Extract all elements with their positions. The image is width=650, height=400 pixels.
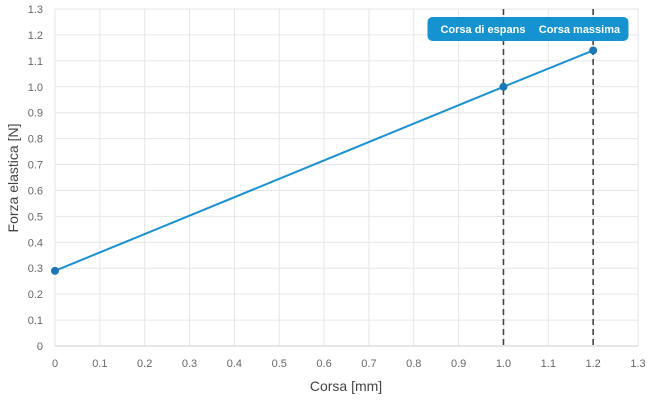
x-tick-label: 0.6 xyxy=(316,358,331,370)
y-tick-label: 0.7 xyxy=(28,160,43,172)
x-tick-label: 0.5 xyxy=(272,358,287,370)
data-point[interactable] xyxy=(51,266,59,275)
x-tick-label: 0.1 xyxy=(92,358,107,370)
annotation-label: Corsa di espans xyxy=(440,24,525,36)
data-point[interactable] xyxy=(589,46,598,55)
annotation-lines xyxy=(502,9,594,346)
x-tick-label: 0.2 xyxy=(137,358,152,370)
x-tick-label: 0.7 xyxy=(361,358,376,370)
data-point[interactable] xyxy=(499,82,508,91)
annotation-label: Corsa massima xyxy=(539,24,621,36)
x-tick-label: 1.0 xyxy=(496,358,511,370)
y-tick-label: 1.1 xyxy=(28,56,43,68)
y-tick-label: 0.4 xyxy=(28,237,43,249)
y-tick-label: 0.5 xyxy=(28,211,43,223)
x-tick-label: 0 xyxy=(52,358,58,370)
y-tick-label: 0.3 xyxy=(28,263,43,275)
x-tick-label: 0.4 xyxy=(227,358,242,370)
x-tick-label: 1.3 xyxy=(630,358,645,370)
y-tick-label: 0.8 xyxy=(28,134,43,146)
series xyxy=(51,46,598,275)
annotation-labels: Corsa di espans Corsa massima xyxy=(427,17,629,41)
y-tick-label: 0.2 xyxy=(28,289,43,301)
y-tick-label: 1.3 xyxy=(28,4,43,16)
y-tick-label: 0.1 xyxy=(28,315,43,327)
x-tick-label: 0.8 xyxy=(406,358,421,370)
grid xyxy=(54,8,639,347)
annotation-box xyxy=(427,17,629,41)
y-tick-label: 1.0 xyxy=(28,82,43,94)
y-tick-label: 0.6 xyxy=(28,185,43,197)
x-tick-label: 1.2 xyxy=(586,358,601,370)
axes: 0 0.1 0.2 0.3 0.4 0.5 0.6 0.7 0.8 0.9 1.0 1.1 1.2 1.3… xyxy=(28,4,646,370)
y-tick-label: 0.9 xyxy=(28,108,43,120)
y-tick-label: 0 xyxy=(37,341,43,353)
x-tick-label: 0.9 xyxy=(451,358,466,370)
x-tick-label: 0.3 xyxy=(182,358,197,370)
x-axis-title: Corsa [mm] xyxy=(310,378,382,394)
y-tick-label: 1.2 xyxy=(28,30,43,42)
y-axis-title: Forza elastica [N] xyxy=(5,124,21,233)
x-tick-label: 1.1 xyxy=(541,358,556,370)
